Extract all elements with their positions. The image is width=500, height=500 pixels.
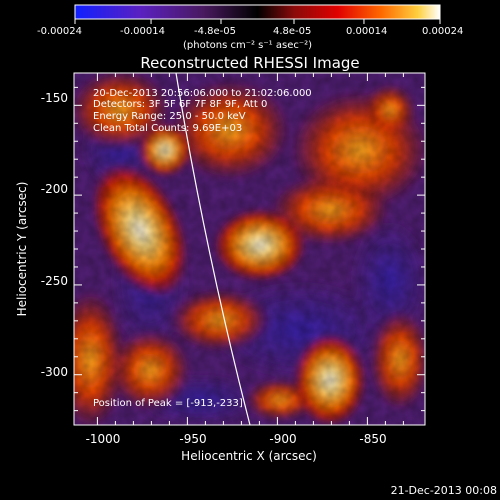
- y-axis-label: Heliocentric Y (arcsec): [15, 182, 29, 317]
- annotation-clean: Clean Total Counts: 9.69E+03: [93, 123, 242, 134]
- colorbar-tick-5: 0.00024: [422, 26, 463, 37]
- heatmap-image: [74, 73, 425, 425]
- plot-title: Reconstructed RHESSI Image: [140, 54, 359, 72]
- annotation-peak: Position of Peak = [-913,-233]: [93, 398, 243, 409]
- y-tick-label-1: -200: [41, 182, 68, 196]
- colorbar: -0.00024 -0.00014 -4.8e-05 4.8e-05 0.000…: [37, 4, 463, 51]
- colorbar-gradient: [74, 4, 441, 20]
- x-tick-label-0: -1000: [86, 432, 121, 446]
- x-tick-label-3: -850: [359, 432, 386, 446]
- y-tick-label-0: -150: [41, 91, 68, 105]
- annotation-energy: Energy Range: 25.0 - 50.0 keV: [93, 111, 246, 122]
- colorbar-tick-0: -0.00024: [37, 26, 82, 37]
- x-tick-label-1: -950: [179, 432, 206, 446]
- footer-timestamp: 21-Dec-2013 00:08: [391, 484, 497, 497]
- colorbar-tick-2: -4.8e-05: [194, 26, 236, 37]
- annotation-time: 20-Dec-2013 20:56:06.000 to 21:02:06.000: [93, 88, 312, 99]
- y-tick-label-3: -300: [41, 365, 68, 379]
- colorbar-tick-1: -0.00014: [120, 26, 165, 37]
- colorbar-tick-3: 4.8e-05: [273, 26, 311, 37]
- x-axis-label: Heliocentric X (arcsec): [181, 449, 317, 463]
- colorbar-tick-4: 0.00014: [346, 26, 387, 37]
- annotation-detectors: Detectors: 3F 5F 6F 7F 8F 9F, Att 0: [93, 99, 267, 110]
- y-tick-label-2: -250: [41, 274, 68, 288]
- colorbar-unit: (photons cm⁻² s⁻¹ asec⁻²): [183, 40, 312, 51]
- x-tick-label-2: -900: [269, 432, 296, 446]
- axis-ticks: [74, 73, 425, 425]
- solar-limb-line: [175, 73, 251, 425]
- annotations: 20-Dec-2013 20:56:06.000 to 21:02:06.000…: [93, 88, 312, 409]
